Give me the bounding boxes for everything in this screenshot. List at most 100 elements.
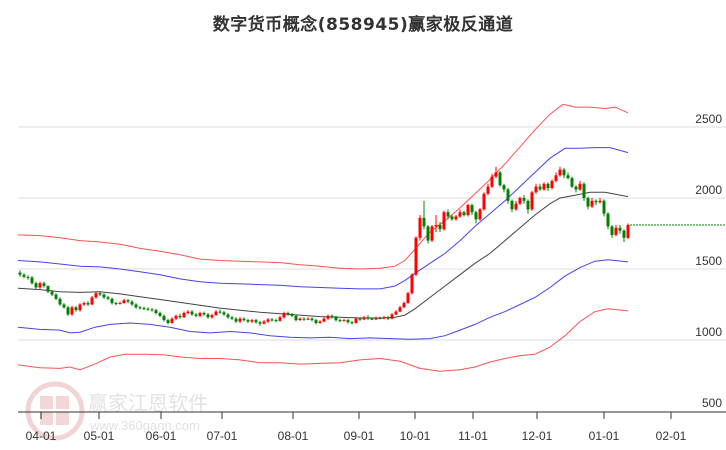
candle — [510, 199, 514, 213]
candle — [210, 313, 214, 319]
candle — [146, 307, 150, 311]
candle — [374, 316, 378, 321]
candle — [58, 297, 62, 306]
candle — [226, 313, 230, 319]
candle — [598, 198, 602, 204]
candle — [186, 310, 190, 315]
candle — [86, 300, 90, 306]
candle — [138, 305, 142, 310]
candle — [270, 317, 274, 322]
candle — [154, 308, 158, 315]
candle — [142, 306, 146, 311]
candle — [610, 224, 614, 238]
candle — [618, 224, 622, 234]
candle — [622, 229, 626, 243]
x-tick-label: 01-01 — [589, 429, 620, 443]
candle — [110, 297, 114, 305]
candle — [150, 308, 154, 312]
candle — [330, 314, 334, 319]
candle — [394, 310, 398, 316]
candle — [298, 317, 302, 321]
candle — [490, 173, 494, 189]
candle — [558, 166, 562, 177]
candle — [66, 305, 70, 316]
candle — [82, 301, 86, 306]
y-tick-label: 500 — [702, 396, 722, 410]
candle — [234, 317, 238, 323]
band-middle — [17, 191, 629, 319]
candle — [466, 203, 470, 217]
candle — [470, 203, 474, 216]
watermark-url: www.360gann.com — [89, 418, 200, 433]
candle — [18, 270, 22, 277]
candle — [214, 310, 218, 316]
candle — [182, 311, 186, 318]
candle — [474, 210, 478, 224]
candle — [370, 317, 374, 321]
candle — [242, 317, 246, 322]
candle — [434, 215, 438, 233]
candle — [518, 196, 522, 206]
candle — [222, 310, 226, 316]
candle — [478, 207, 482, 221]
y-axis: 2500 2000 1500 1000 500 — [695, 112, 722, 410]
candle — [290, 313, 294, 318]
candle — [578, 180, 582, 191]
candle — [494, 166, 498, 179]
candle — [522, 195, 526, 204]
candle — [482, 192, 486, 211]
candle — [486, 183, 490, 196]
candle — [278, 315, 282, 322]
candle — [118, 301, 122, 305]
candle — [198, 311, 202, 318]
candle — [514, 200, 518, 211]
watermark-seal-icon — [25, 381, 85, 441]
x-axis: 04-01 05-01 06-01 07-01 08-01 09-01 10-01 11-01… — [18, 411, 726, 443]
candle — [354, 317, 358, 324]
candle — [218, 309, 222, 314]
candle — [410, 273, 414, 295]
candle — [70, 305, 74, 316]
x-tick-label: 09-01 — [344, 429, 375, 443]
candle — [158, 311, 162, 318]
candle — [206, 313, 210, 319]
candle — [582, 182, 586, 201]
x-tick-label: 06-01 — [146, 429, 177, 443]
band-outer_lower — [17, 308, 629, 372]
candle — [230, 315, 234, 321]
candle — [526, 199, 530, 214]
candle — [594, 199, 598, 206]
x-tick-label: 08-01 — [278, 429, 309, 443]
candle — [538, 183, 542, 191]
candle — [94, 291, 98, 299]
candle — [306, 317, 310, 321]
x-tick-label: 02-01 — [656, 429, 687, 443]
chart-title: 数字货币概念(858945)赢家极反通道 — [212, 15, 514, 35]
candle — [134, 303, 138, 309]
candle — [602, 199, 606, 217]
candle — [98, 291, 102, 296]
candle — [54, 293, 58, 301]
candle — [554, 172, 558, 183]
candle — [310, 317, 314, 322]
candle — [162, 314, 166, 322]
y-tick-label: 1000 — [695, 325, 722, 339]
candle — [50, 290, 54, 296]
candle — [502, 183, 506, 193]
candle — [402, 301, 406, 309]
candle — [414, 236, 418, 277]
candle — [170, 317, 174, 324]
candle — [282, 311, 286, 319]
candle — [446, 209, 450, 220]
candle — [342, 318, 346, 322]
candle — [422, 200, 426, 230]
candle — [26, 275, 30, 280]
candle — [334, 315, 338, 322]
x-tick-label: 05-01 — [84, 429, 115, 443]
candle — [90, 295, 94, 306]
candle — [590, 198, 594, 208]
candle — [498, 171, 502, 187]
candlestick-series — [18, 166, 630, 326]
candle — [78, 303, 82, 312]
